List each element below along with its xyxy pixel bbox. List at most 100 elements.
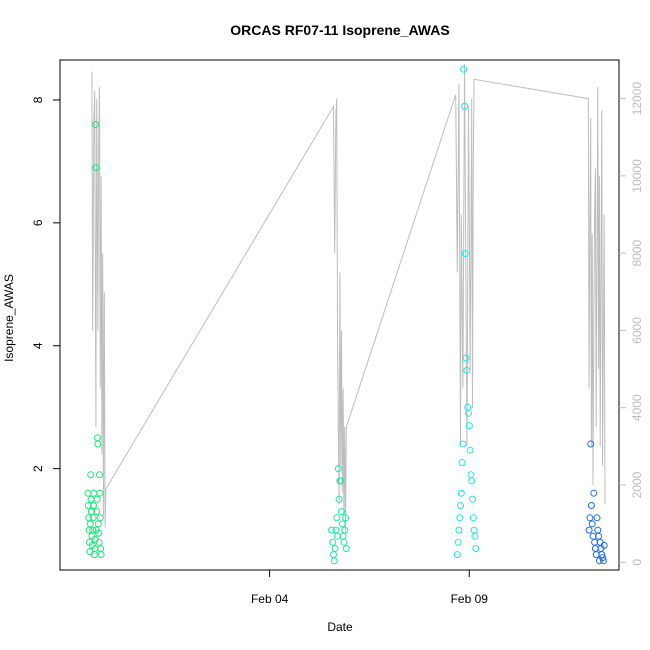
- data-point: [96, 489, 104, 497]
- bottom-axis: Feb 04 Feb 09: [251, 570, 488, 606]
- data-point: [585, 526, 593, 534]
- data-point: [457, 489, 465, 497]
- data-point: [459, 440, 467, 448]
- data-point: [587, 502, 595, 509]
- y-tick-label: 6: [31, 219, 45, 226]
- data-point: [599, 557, 607, 565]
- data-point: [84, 489, 92, 497]
- data-point: [87, 495, 95, 503]
- data-point: [465, 409, 472, 417]
- data-point: [89, 514, 97, 522]
- data-point: [340, 538, 348, 546]
- data-point: [586, 514, 594, 522]
- data-point: [456, 514, 464, 522]
- data-point: [454, 538, 462, 546]
- data-point: [93, 508, 101, 516]
- data-point: [94, 440, 102, 448]
- data-point: [593, 514, 601, 522]
- data-point: [92, 121, 99, 128]
- data-point: [594, 526, 602, 534]
- data-point: [90, 551, 98, 559]
- y2-tick-label: 8000: [630, 240, 644, 267]
- data-point: [590, 489, 598, 497]
- y-axis-label: Isoprene_AWAS: [2, 274, 16, 362]
- data-point: [453, 551, 461, 559]
- data-point: [469, 514, 477, 522]
- track-layer: [91, 63, 606, 532]
- data-point: [338, 508, 345, 516]
- data-point: [90, 489, 98, 497]
- data-point: [600, 541, 608, 549]
- y-tick-label: 4: [31, 342, 45, 349]
- data-point: [458, 459, 466, 466]
- data-point: [598, 551, 606, 559]
- chart-title: ORCAS RF07-11 Isoprene_AWAS: [230, 22, 449, 38]
- data-point: [591, 538, 599, 546]
- data-point: [87, 471, 95, 479]
- data-point: [462, 354, 470, 362]
- data-point: [330, 551, 337, 559]
- data-point: [96, 514, 104, 522]
- data-point: [587, 440, 595, 448]
- y2-tick-label: 12000: [630, 82, 644, 116]
- data-point: [461, 250, 469, 258]
- y2-tick-label: 0: [630, 559, 644, 566]
- data-point: [338, 520, 346, 528]
- data-point: [89, 526, 97, 534]
- data-point: [599, 554, 607, 562]
- data-point: [94, 520, 102, 528]
- data-point: [95, 538, 103, 546]
- y2-tick-label: 4000: [630, 394, 644, 421]
- data-point: [464, 403, 472, 411]
- x-tick-label: Feb 04: [251, 592, 289, 606]
- data-point: [467, 471, 475, 479]
- data-point: [333, 514, 341, 522]
- data-point: [466, 446, 474, 454]
- data-point: [342, 514, 349, 522]
- y2-tick-label: 10000: [630, 159, 644, 193]
- points-layer: [84, 65, 608, 565]
- data-point: [328, 526, 335, 534]
- data-point: [86, 520, 94, 528]
- data-point: [97, 545, 105, 552]
- data-point: [96, 471, 103, 479]
- data-point: [88, 508, 95, 516]
- data-point: [90, 502, 97, 509]
- x-tick-label: Feb 09: [451, 592, 489, 606]
- data-point: [97, 551, 105, 559]
- x-axis-label: Date: [327, 620, 353, 634]
- data-point: [331, 545, 339, 552]
- data-point: [457, 502, 464, 509]
- data-point: [470, 526, 478, 534]
- data-point: [95, 529, 103, 537]
- data-point: [455, 526, 463, 534]
- data-point: [596, 538, 604, 546]
- track-line: [91, 63, 606, 532]
- data-point: [92, 164, 100, 171]
- data-point: [465, 422, 473, 430]
- data-point: [94, 434, 101, 442]
- data-point: [341, 526, 349, 534]
- data-point: [84, 502, 92, 509]
- data-point: [335, 495, 343, 503]
- data-point: [329, 538, 337, 546]
- data-point: [337, 477, 345, 485]
- y-tick-label: 8: [31, 96, 45, 103]
- data-point: [332, 526, 340, 534]
- data-point: [334, 465, 342, 473]
- data-point: [460, 65, 468, 73]
- data-point: [93, 495, 101, 503]
- plot-frame: [59, 59, 620, 571]
- data-point: [469, 495, 476, 503]
- data-point: [330, 557, 338, 565]
- data-point: [468, 477, 476, 485]
- right-axis: 0 2000 4000 6000 8000 10000 12000: [619, 82, 644, 566]
- data-point: [342, 545, 350, 552]
- data-point: [461, 102, 468, 110]
- y-tick-label: 2: [31, 465, 45, 472]
- data-point: [463, 366, 471, 374]
- data-point: [471, 532, 479, 540]
- y2-tick-label: 6000: [630, 317, 644, 344]
- data-point: [472, 545, 480, 552]
